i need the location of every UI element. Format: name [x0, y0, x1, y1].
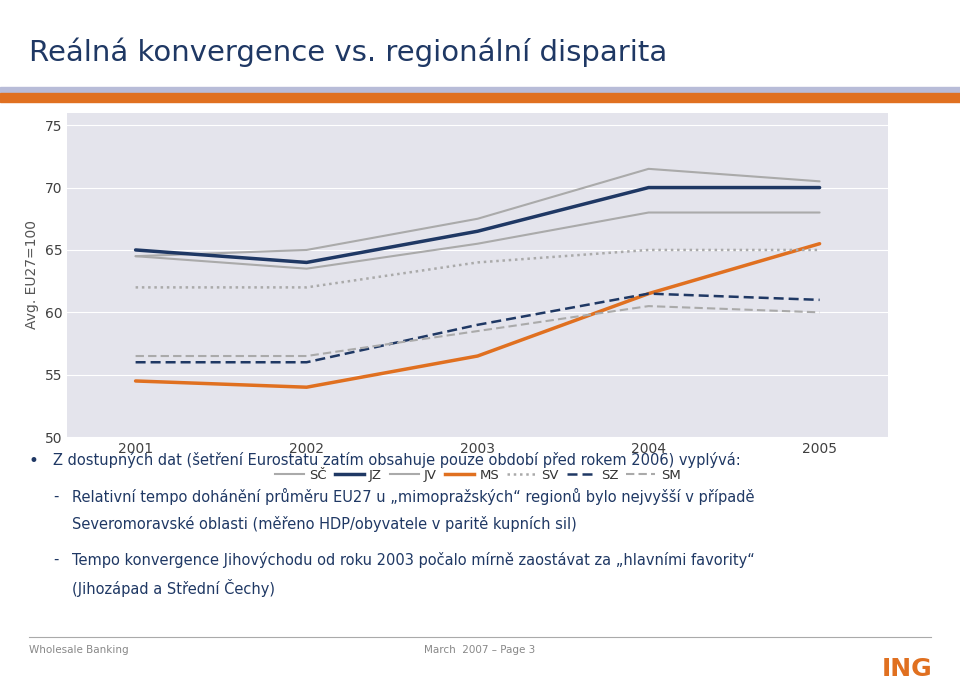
Text: Reálná konvergence vs. regionální disparita: Reálná konvergence vs. regionální dispar…	[29, 38, 667, 67]
Text: Relativní tempo dohánění průměru EU27 u „mimopražských“ regionů bylo nejvyšší v : Relativní tempo dohánění průměru EU27 u …	[72, 488, 755, 505]
Text: -: -	[53, 552, 59, 567]
Text: Z dostupných dat (šetření Eurostatu zatím obsahuje pouze období před rokem 2006): Z dostupných dat (šetření Eurostatu zatí…	[53, 452, 740, 468]
Text: March  2007 – Page 3: March 2007 – Page 3	[424, 645, 536, 656]
Text: -: -	[53, 488, 59, 503]
Text: Tempo konvergence Jihovýchodu od roku 2003 počalo mírně zaostávat za „hlavními f: Tempo konvergence Jihovýchodu od roku 20…	[72, 552, 755, 568]
Text: •: •	[29, 452, 38, 470]
Y-axis label: Avg. EU27=100: Avg. EU27=100	[25, 221, 39, 329]
Text: Severomoravské oblasti (měřeno HDP/obyvatele v paritě kupních sil): Severomoravské oblasti (měřeno HDP/obyva…	[72, 516, 577, 531]
Text: Wholesale Banking: Wholesale Banking	[29, 645, 129, 656]
Text: (Jihozápad a Střední Čechy): (Jihozápad a Střední Čechy)	[72, 579, 275, 597]
Text: ING: ING	[882, 657, 932, 681]
Legend: SČ, JZ, JV, MS, SV, SZ, SM: SČ, JZ, JV, MS, SV, SZ, SM	[270, 464, 685, 487]
